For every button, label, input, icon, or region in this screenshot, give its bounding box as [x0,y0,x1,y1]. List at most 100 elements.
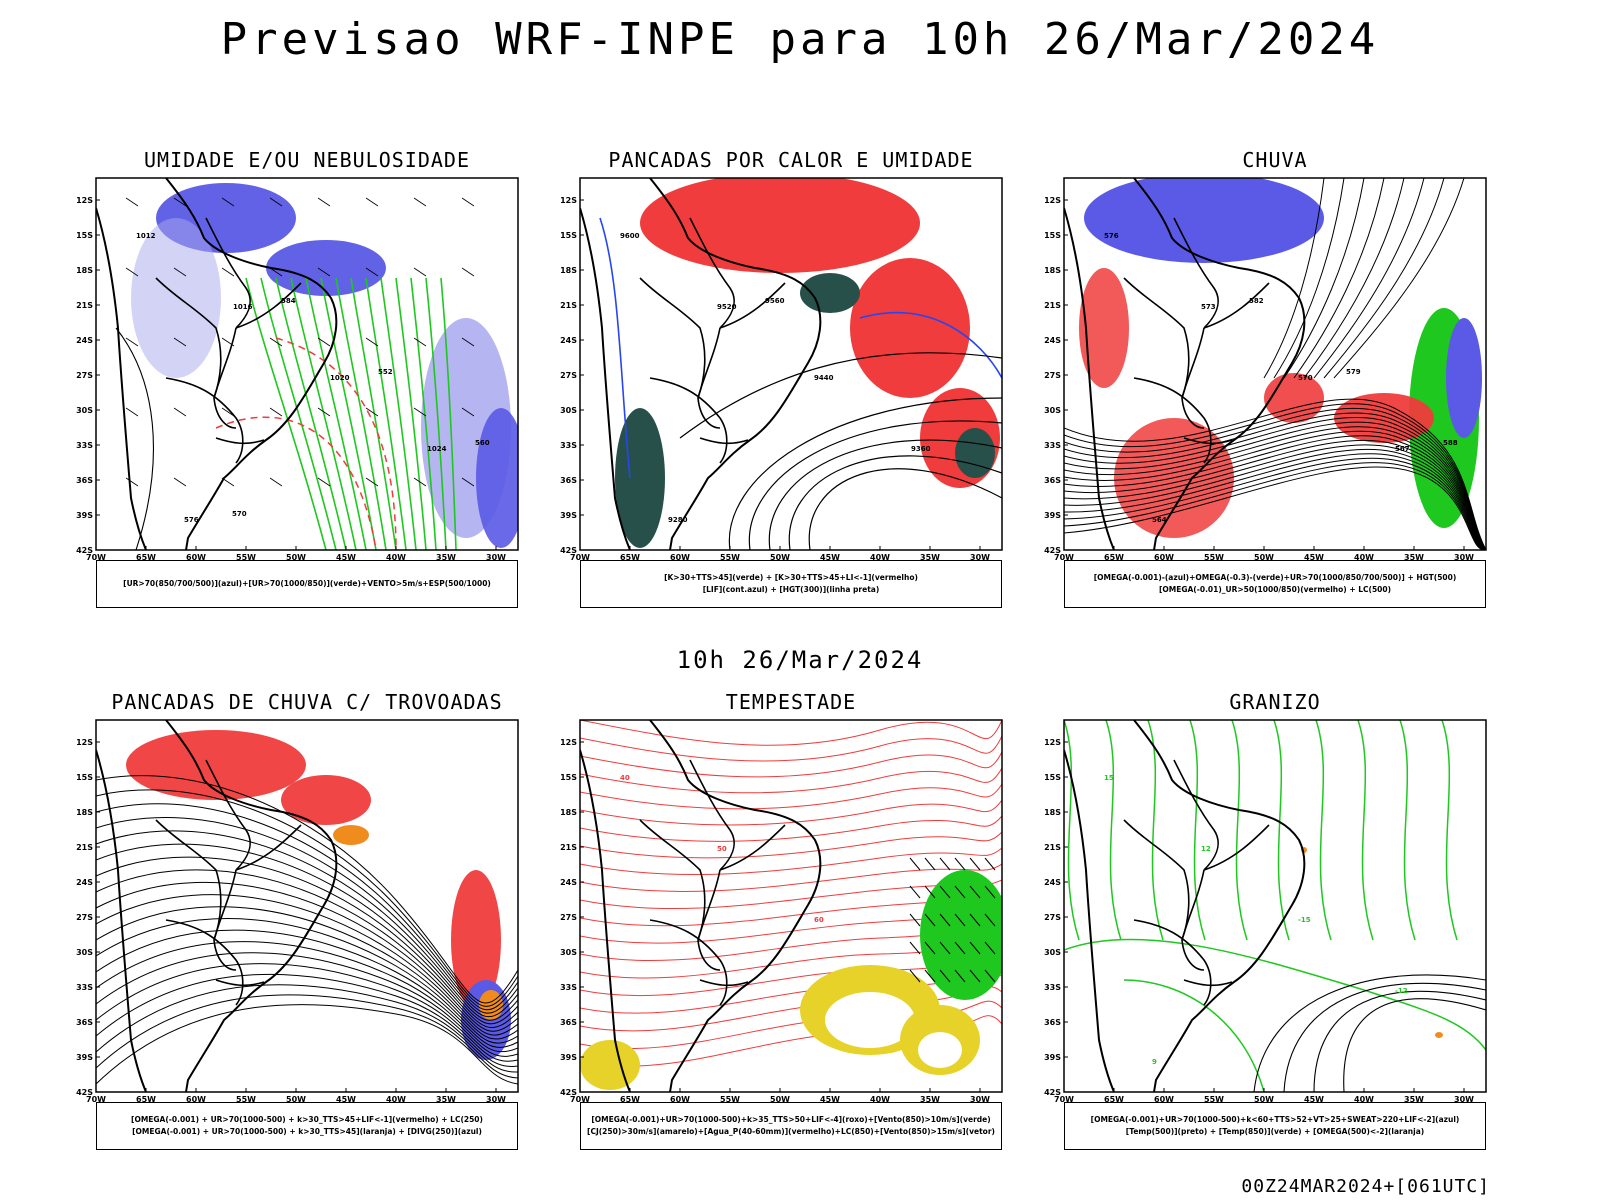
streamline [1064,453,1486,550]
streamline [1064,426,1486,550]
country-border [699,437,749,445]
wind-vector [317,197,331,207]
country-border [235,824,302,871]
lat-tick-label: 27S [76,371,93,380]
coastline [1133,720,1306,1092]
panel-granizo: GRANIZO 15 12 -15 -12 9 12S 15S 18S 21S 24S 27S 30S 3… [1040,690,1510,1180]
wind-vector [939,913,951,927]
wind-vector [269,477,283,487]
lon-tick-label: 65W [620,553,640,560]
streamline-850 [580,831,1002,859]
omega-orange-area [1435,1032,1443,1038]
wind-vector [173,267,187,277]
panel-title: PANCADAS DE CHUVA C/ TROVOADAS [111,690,503,714]
lat-tick-label: 21S [76,843,93,852]
lon-tick-label: 55W [1204,1095,1224,1102]
contour-label: 1016 [233,303,253,311]
lat-tick-label: 27S [76,913,93,922]
country-border [213,869,237,971]
lon-tick-label: 40W [386,553,406,560]
lat-tick-label: 21S [76,301,93,310]
lon-tick-label: 50W [770,1095,790,1102]
temp500-contour [1313,990,1486,1092]
lon-tick-label: 30W [486,1095,506,1102]
panel-chuva: CHUVA 576 573 570 567 564 582 579 588 12S 15S 18S 21… [1040,148,1510,638]
streamline-850 [580,720,1002,746]
country-border [155,819,222,941]
thunder-red-area [451,870,501,1010]
coastline [165,720,338,1092]
wind-vector [125,267,139,277]
streamline [1333,178,1465,379]
lat-tick-label: 42S [1044,546,1061,555]
contour-label: 60 [814,916,824,924]
wind-vector [954,941,966,955]
rain-blue-area [1446,318,1482,438]
main-title: Previsao WRF-INPE para 10h 26/Mar/2024 [220,14,1380,65]
streamline [96,789,518,1007]
wind-vector [909,941,921,955]
lat-tick-label: 39S [1044,511,1061,520]
legend-box: [OMEGA(-0.001) + UR>70(1000-500) + k>30_… [96,1102,518,1150]
wind-vector [413,197,427,207]
humidity-green-contour [320,277,377,550]
lon-tick-label: 55W [236,1095,256,1102]
country-border [235,282,302,329]
streamline [96,775,518,1004]
country-border [699,979,749,987]
streamline [1064,430,1486,550]
legend-line: [OMEGA(-0.001)-(azul)+OMEGA(-0.3)-(verde… [1093,573,1457,582]
humidity-green-contour [395,277,427,550]
wind-vector [365,337,379,347]
lon-tick-label: 35W [436,1095,456,1102]
wind-vector [461,197,475,207]
humidity-green-contour [380,277,417,550]
wind-vector [173,407,187,417]
jet-hole [825,992,915,1048]
lat-tick-label: 42S [76,1088,93,1097]
lat-tick-label: 39S [76,1053,93,1062]
lif-contour [599,217,631,479]
wind-vector [969,885,981,899]
contour-label: 584 [281,297,296,305]
wind-vector [125,197,139,207]
lat-tick-label: 36S [1044,1018,1061,1027]
wind-vector [924,857,936,871]
lon-tick-label: 60W [186,1095,206,1102]
temp850-contour [1123,979,1265,1092]
contour-label: 567 [1395,445,1410,453]
wind-vector [317,407,331,417]
hgt-contour [728,397,1002,550]
lat-tick-label: 27S [560,913,577,922]
wind-vector [221,267,235,277]
contour-label: 1024 [427,445,447,453]
wind-vector [461,477,475,487]
lat-tick-label: 24S [560,336,577,345]
country-border [689,217,735,329]
wind-vector [461,267,475,277]
lon-tick-label: 65W [136,553,156,560]
streamline [96,856,518,1025]
temp850-contour [1399,720,1416,941]
streamline [96,817,518,1014]
lat-tick-label: 27S [1044,371,1061,380]
lat-tick-label: 33S [76,983,93,992]
contour-label: 9520 [717,303,737,311]
lon-tick-label: 50W [286,553,306,560]
coastline [649,720,822,1092]
lat-tick-label: 21S [560,843,577,852]
panel-trovoadas: PANCADAS DE CHUVA C/ TROVOADAS 12S 15S 18S 2… [72,690,542,1180]
contour-label: -12 [1395,987,1408,995]
lon-tick-label: 50W [1254,553,1274,560]
streamline [1313,178,1425,379]
lon-tick-label: 45W [820,553,840,560]
lat-tick-label: 15S [560,231,577,240]
hgt-contour [748,420,1002,550]
lat-tick-label: 21S [1044,843,1061,852]
legend-box: [OMEGA(-0.001)+UR>70(1000-500)+k>35_TTS>… [580,1102,1002,1150]
lat-tick-label: 18S [1044,808,1061,817]
country-border [1203,282,1270,329]
lon-tick-label: 65W [136,1095,156,1102]
wind-vector [461,337,475,347]
streamline [96,803,518,1011]
